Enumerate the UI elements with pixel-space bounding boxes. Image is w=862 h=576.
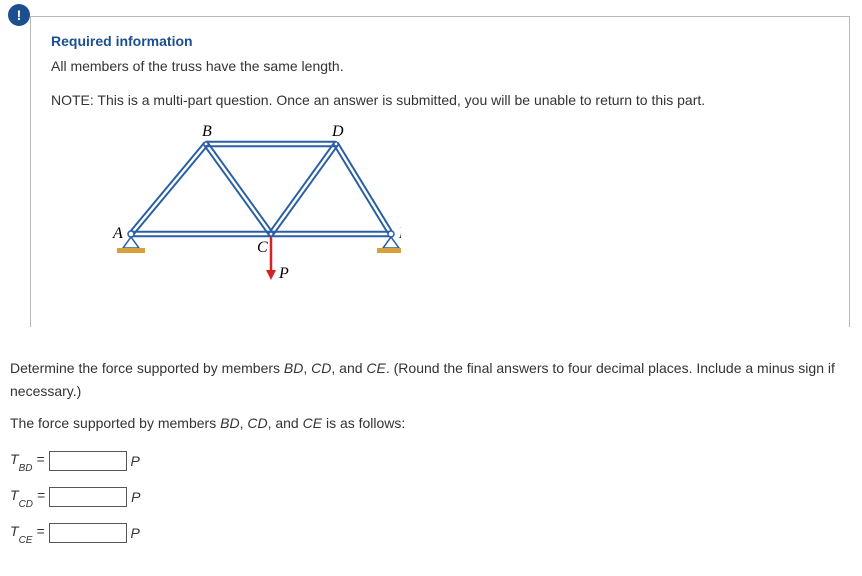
svg-text:P: P [278, 265, 289, 282]
answer-unit-ce: P [131, 522, 140, 544]
answer-input-cd[interactable] [49, 487, 127, 507]
required-text-2: NOTE: This is a multi-part question. Onc… [51, 91, 829, 111]
svg-text:E: E [398, 225, 401, 242]
question-block: Determine the force supported by members… [10, 357, 852, 546]
question-prompt: Determine the force supported by members… [10, 357, 852, 402]
truss-diagram: A B C D E P [101, 124, 829, 297]
alert-icon: ! [8, 4, 30, 26]
svg-text:D: D [331, 124, 344, 140]
required-title: Required information [51, 33, 829, 49]
answers-block: TBD = P TCD = P TCE = P [10, 448, 852, 545]
svg-text:C: C [257, 239, 268, 256]
answer-row-ce: TCE = P [10, 520, 852, 546]
truss-svg: A B C D E P [101, 124, 401, 294]
answer-input-bd[interactable] [49, 451, 127, 471]
required-text-1: All members of the truss have the same l… [51, 57, 829, 77]
required-info-box: Required information All members of the … [30, 16, 850, 327]
alert-symbol: ! [17, 7, 22, 23]
answer-row-bd: TBD = P [10, 448, 852, 474]
answer-label-cd: TCD = [10, 484, 45, 510]
question-intro: The force supported by members BD, CD, a… [10, 412, 852, 434]
answer-unit-bd: P [131, 450, 140, 472]
answer-input-ce[interactable] [49, 523, 127, 543]
answer-unit-cd: P [131, 486, 140, 508]
answer-row-cd: TCD = P [10, 484, 852, 510]
svg-text:B: B [202, 124, 212, 140]
answer-label-bd: TBD = [10, 448, 45, 474]
svg-text:A: A [112, 225, 123, 242]
answer-label-ce: TCE = [10, 520, 45, 546]
